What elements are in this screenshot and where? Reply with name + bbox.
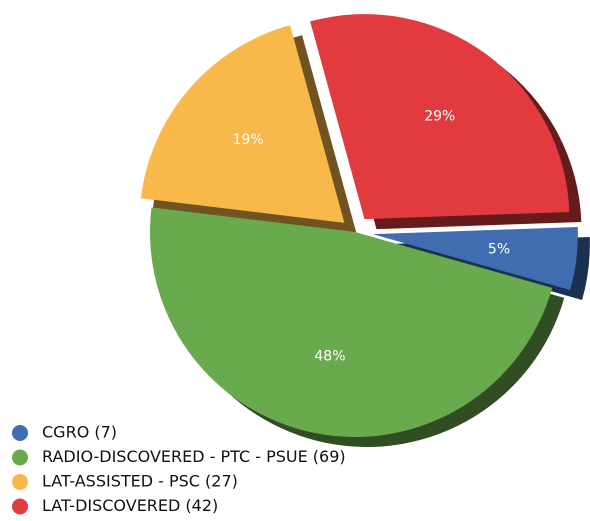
legend-label: RADIO-DISCOVERED - PTC - PSUE (69) [42,447,346,466]
slice [372,227,578,291]
legend-label: LAT-ASSISTED - PSC (27) [42,472,238,491]
slice-label: 19% [233,132,264,148]
slice-label: 48% [314,349,345,365]
legend-swatch [12,449,28,466]
legend-label: CGRO (7) [42,423,117,442]
slice [140,25,345,223]
slice [149,207,553,437]
slice [310,14,570,220]
slice-label: 29% [424,109,455,125]
legend-swatch [12,425,28,441]
slice-label: 5% [488,241,510,257]
legend-swatch [12,474,28,490]
legend-label: LAT-DISCOVERED (42) [42,496,218,515]
legend-swatch [12,498,28,515]
